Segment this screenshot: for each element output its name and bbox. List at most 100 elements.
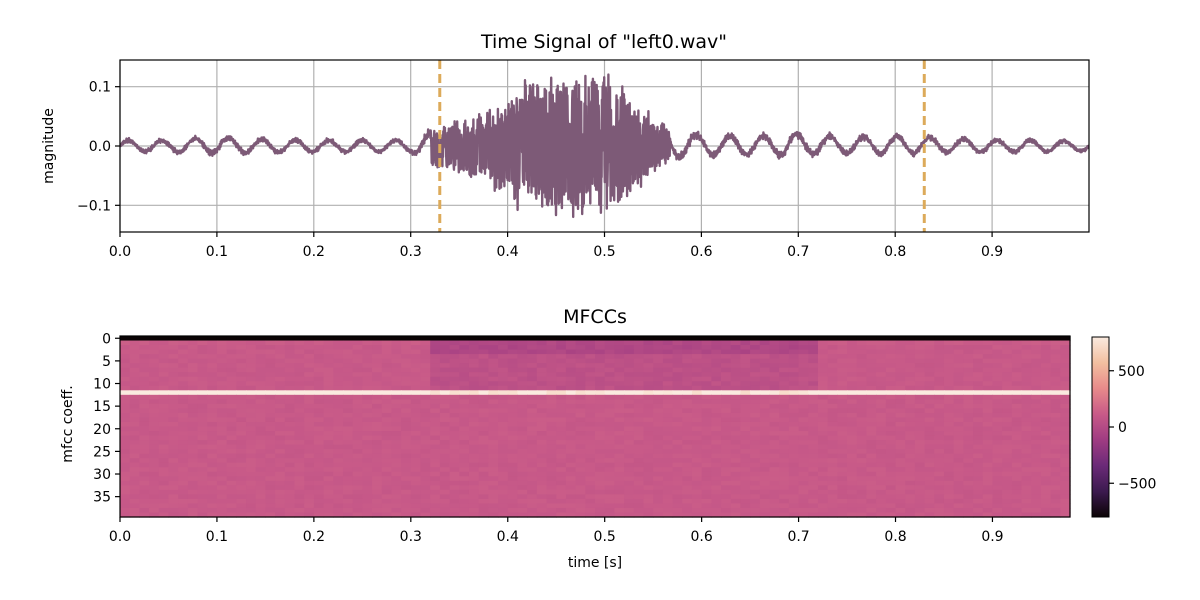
heatmap-cell [691, 363, 703, 369]
heatmap-cell [653, 363, 664, 369]
heatmap-cell [381, 453, 393, 459]
heatmap-cell [856, 440, 868, 446]
heatmap-cell [323, 498, 334, 505]
heatmap-cell [197, 480, 208, 486]
heatmap-cell [197, 489, 208, 495]
heatmap-cell [701, 354, 712, 360]
heatmap-cell [750, 354, 761, 360]
heatmap-cell [391, 385, 402, 391]
heatmap-cell [750, 399, 761, 405]
heatmap-cell [1021, 458, 1032, 464]
heatmap-cell [614, 440, 625, 446]
heatmap-cell [333, 412, 344, 419]
heatmap-cell [827, 462, 838, 468]
heatmap-cell [372, 408, 383, 414]
heatmap-cell [168, 358, 179, 364]
heatmap-cell [953, 485, 964, 491]
heatmap-cell [401, 440, 412, 446]
heatmap-cell [178, 480, 189, 486]
heatmap-cell [798, 394, 809, 400]
heatmap-cell [313, 426, 325, 432]
heatmap-cell [275, 399, 286, 405]
heatmap-cell [449, 376, 460, 382]
heatmap-cell [653, 358, 664, 364]
heatmap-cell [527, 462, 538, 468]
heatmap-cell [856, 467, 868, 473]
heatmap-cell [216, 385, 228, 391]
heatmap-cell [788, 467, 800, 473]
heatmap-cell [313, 507, 325, 514]
heatmap-cell [449, 354, 460, 360]
heatmap-cell [372, 367, 383, 373]
heatmap-cell [740, 494, 751, 500]
heatmap-cell [304, 503, 315, 509]
heatmap-cell [333, 417, 344, 423]
heatmap-cell [837, 485, 848, 491]
heatmap-cell [633, 390, 645, 396]
heatmap-cell [585, 336, 596, 342]
heatmap-cell [624, 426, 635, 432]
heatmap-cell [1050, 512, 1061, 518]
heatmap-cell [120, 363, 131, 369]
heatmap-cell [653, 507, 664, 514]
heatmap-cell [517, 498, 528, 505]
heatmap-cell [992, 376, 1003, 382]
heatmap-cell [905, 367, 916, 373]
heatmap-cell [914, 467, 926, 473]
heatmap-cell [478, 340, 489, 346]
heatmap-cell [236, 349, 247, 355]
heatmap-cell [1011, 358, 1023, 364]
heatmap-cell [430, 485, 441, 491]
heatmap-cell [313, 421, 325, 428]
heatmap-cell [207, 453, 218, 459]
heatmap-cell [624, 394, 635, 400]
heatmap-cell [556, 412, 567, 419]
heatmap-cell [565, 363, 577, 369]
heatmap-cell [1050, 435, 1061, 441]
heatmap-cell [391, 440, 402, 446]
heatmap-cell [420, 372, 431, 378]
heatmap-cell [372, 399, 383, 405]
heatmap-cell [246, 471, 257, 477]
heatmap-cell [265, 412, 276, 419]
heatmap-cell [120, 485, 131, 491]
heatmap-cell [866, 444, 877, 450]
heatmap-cell [536, 458, 548, 464]
heatmap-cell [129, 489, 140, 495]
heatmap-cell [333, 421, 344, 428]
x-tick-label: 0.0 [109, 244, 131, 260]
heatmap-cell [488, 489, 499, 495]
heatmap-cell [178, 507, 189, 514]
heatmap-cell [759, 403, 771, 410]
heatmap-cell [294, 471, 305, 477]
heatmap-cell [216, 336, 228, 342]
heatmap-cell [498, 480, 509, 486]
heatmap-cell [304, 336, 315, 342]
heatmap-cell [943, 449, 955, 455]
heatmap-cell [885, 453, 897, 459]
heatmap-cell [769, 440, 780, 446]
heatmap-cell [304, 498, 315, 505]
heatmap-cell [585, 372, 596, 378]
heatmap-cell [498, 494, 509, 500]
heatmap-cell [236, 489, 247, 495]
heatmap-cell [556, 367, 567, 373]
heatmap-cell [449, 345, 460, 351]
heatmap-cell [1011, 485, 1023, 491]
heatmap-cell [798, 489, 809, 495]
heatmap-cell [604, 417, 615, 423]
heatmap-cell [488, 458, 499, 464]
heatmap-cell [498, 381, 509, 387]
heatmap-cell [575, 431, 586, 437]
heatmap-cell [178, 385, 189, 391]
heatmap-cell [517, 421, 528, 428]
heatmap-cell [662, 394, 674, 400]
heatmap-cell [653, 458, 664, 464]
heatmap-cell [313, 485, 325, 491]
heatmap-cell [847, 467, 858, 473]
heatmap-cell [672, 421, 683, 428]
heatmap-cell [352, 372, 363, 378]
heatmap-cell [468, 349, 480, 355]
heatmap-cell [236, 363, 247, 369]
heatmap-cell [662, 498, 674, 505]
